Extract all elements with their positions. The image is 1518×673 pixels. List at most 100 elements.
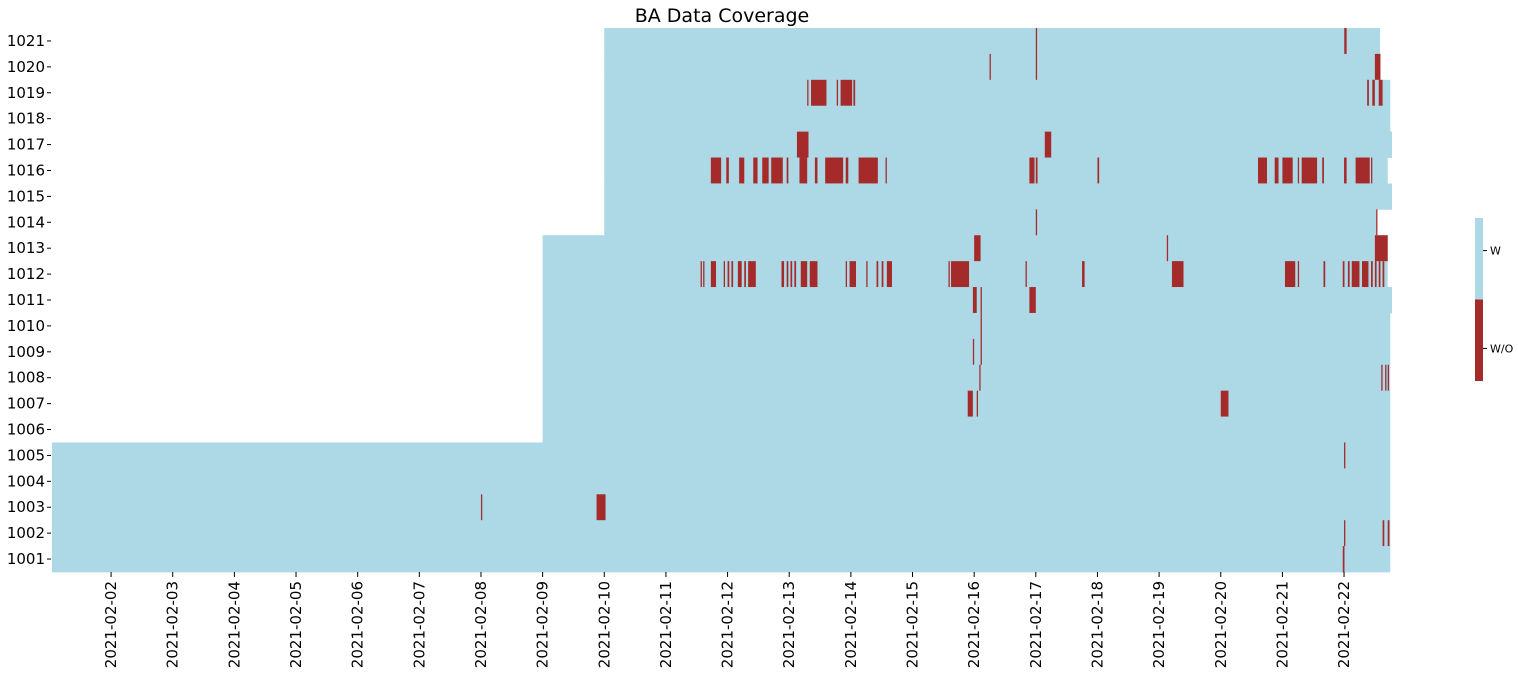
x-tick-label: 2021-02-17 bbox=[1027, 581, 1045, 668]
gap-mark bbox=[1282, 157, 1293, 184]
legend-swatch-w bbox=[1475, 218, 1483, 300]
gap-mark bbox=[700, 261, 702, 288]
row-1006 bbox=[542, 416, 1391, 443]
coverage-bar bbox=[52, 442, 1391, 469]
gap-mark bbox=[807, 79, 809, 107]
gap-mark bbox=[885, 157, 887, 184]
gap-mark bbox=[980, 312, 982, 340]
x-tick-label: 2021-02-05 bbox=[287, 581, 305, 668]
gap-mark bbox=[1171, 261, 1184, 288]
gap-mark bbox=[886, 261, 892, 288]
gap-mark bbox=[1367, 79, 1369, 107]
x-tick-label: 2021-02-03 bbox=[164, 581, 182, 668]
row-1004 bbox=[52, 468, 1391, 495]
gap-mark bbox=[1362, 261, 1369, 288]
gap-mark bbox=[825, 157, 844, 184]
gap-mark bbox=[989, 53, 991, 81]
gap-mark bbox=[1035, 53, 1038, 81]
y-tick-label: 1003 bbox=[7, 498, 45, 516]
y-tick-label: 1008 bbox=[7, 369, 45, 387]
gap-mark bbox=[739, 157, 745, 184]
gap-mark bbox=[1029, 287, 1036, 314]
gap-mark bbox=[1258, 157, 1267, 184]
gap-mark bbox=[858, 157, 878, 184]
y-tick-label: 1010 bbox=[7, 317, 45, 335]
coverage-bar bbox=[542, 312, 1391, 340]
gap-mark bbox=[1166, 235, 1169, 262]
coverage-bar bbox=[604, 183, 1392, 210]
y-tick-label: 1016 bbox=[7, 161, 45, 179]
coverage-bar bbox=[542, 390, 1391, 417]
y-tick-label: 1018 bbox=[7, 110, 45, 128]
gap-mark bbox=[703, 261, 705, 288]
gap-mark bbox=[796, 131, 809, 158]
gap-mark bbox=[1344, 157, 1347, 184]
x-tick-label: 2021-02-22 bbox=[1335, 581, 1353, 668]
y-tick-label: 1021 bbox=[7, 32, 45, 50]
gap-mark bbox=[1385, 364, 1387, 392]
gap-mark bbox=[786, 261, 789, 288]
gap-mark bbox=[809, 261, 818, 288]
gap-mark bbox=[980, 338, 982, 366]
coverage-bar bbox=[542, 364, 1391, 392]
gap-mark bbox=[800, 261, 808, 288]
gap-mark bbox=[1371, 261, 1373, 288]
x-tick-label: 2021-02-06 bbox=[349, 581, 367, 668]
gap-mark bbox=[1381, 364, 1383, 392]
legend-label: W/O bbox=[1490, 342, 1514, 355]
gap-mark bbox=[1323, 261, 1326, 288]
gap-mark bbox=[1297, 261, 1300, 288]
gap-mark bbox=[744, 261, 746, 288]
gap-mark bbox=[1220, 390, 1229, 417]
y-tick-label: 1007 bbox=[7, 395, 45, 413]
x-tick-label: 2021-02-09 bbox=[534, 581, 552, 668]
gap-mark bbox=[1374, 235, 1388, 262]
gap-mark bbox=[726, 157, 729, 184]
coverage-bar bbox=[542, 338, 1391, 366]
x-tick-label: 2021-02-14 bbox=[842, 581, 860, 668]
gap-mark bbox=[1374, 261, 1377, 288]
y-tick-label: 1001 bbox=[7, 550, 45, 568]
x-tick-label: 2021-02-19 bbox=[1150, 581, 1168, 668]
x-tick-label: 2021-02-04 bbox=[225, 581, 243, 668]
coverage-bar bbox=[542, 416, 1391, 443]
y-tick-label: 1012 bbox=[7, 265, 45, 283]
colorbar-legend: W W/O bbox=[1475, 218, 1514, 381]
row-1009 bbox=[542, 338, 1391, 366]
y-tick-label: 1013 bbox=[7, 239, 45, 257]
gap-mark bbox=[1382, 520, 1385, 547]
coverage-bar bbox=[542, 287, 1392, 314]
y-tick-label: 1004 bbox=[7, 472, 45, 490]
gap-mark bbox=[790, 261, 793, 288]
gap-mark bbox=[876, 261, 879, 288]
coverage-bar bbox=[604, 53, 1381, 81]
gap-mark bbox=[748, 261, 756, 288]
gap-mark bbox=[1371, 157, 1373, 184]
gap-mark bbox=[1044, 131, 1052, 158]
gap-mark bbox=[799, 157, 808, 184]
gap-mark bbox=[1274, 157, 1279, 184]
gap-mark bbox=[974, 235, 981, 262]
coverage-bar bbox=[52, 494, 1391, 521]
gap-mark bbox=[1301, 157, 1318, 184]
gap-mark bbox=[1382, 261, 1385, 288]
row-1020 bbox=[604, 53, 1381, 81]
row-1021 bbox=[604, 28, 1381, 55]
y-axis: 1021 1020 1019 1018 1017 1016 1015 1014 1013 1012… bbox=[7, 32, 51, 568]
gap-mark bbox=[723, 261, 725, 288]
gap-mark bbox=[1322, 157, 1324, 184]
x-tick-label: 2021-02-15 bbox=[904, 581, 922, 668]
x-tick-label: 2021-02-20 bbox=[1212, 581, 1230, 668]
coverage-bar bbox=[604, 28, 1381, 55]
x-tick-label: 2021-02-16 bbox=[965, 581, 983, 668]
y-tick-label: 1014 bbox=[7, 213, 45, 231]
gap-mark bbox=[596, 494, 606, 521]
y-tick-label: 1006 bbox=[7, 421, 45, 439]
legend-swatch-wo bbox=[1475, 299, 1483, 381]
coverage-bar bbox=[542, 235, 1388, 262]
coverage-bar bbox=[604, 79, 1391, 107]
row-1002 bbox=[52, 520, 1391, 547]
gap-mark bbox=[731, 261, 734, 288]
legend-label: W bbox=[1490, 245, 1501, 258]
gap-mark bbox=[845, 157, 849, 184]
